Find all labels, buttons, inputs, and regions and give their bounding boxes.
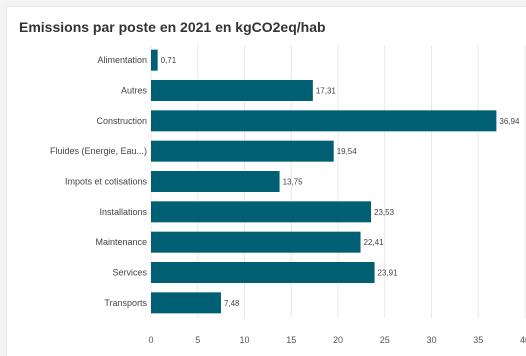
- bar[interactable]: [151, 80, 313, 101]
- category-label: Fluides (Energie, Eau...): [50, 146, 147, 156]
- data-label: 0,71: [161, 56, 177, 65]
- bar[interactable]: [151, 110, 497, 132]
- data-label: 19,54: [337, 147, 358, 156]
- category-label: Maintenance: [95, 237, 147, 247]
- x-tick-label: 25: [380, 335, 390, 345]
- x-tick-label: 30: [426, 335, 436, 345]
- bar[interactable]: [151, 140, 334, 162]
- data-label: 22,41: [364, 238, 385, 247]
- data-label: 23,53: [374, 208, 395, 217]
- chart-title: Emissions par poste en 2021 en kgCO2eq/h…: [19, 19, 326, 35]
- data-label: 13,75: [283, 178, 304, 187]
- x-tick-label: 40: [520, 335, 526, 345]
- bar[interactable]: [151, 49, 158, 71]
- bar[interactable]: [151, 201, 372, 223]
- x-tick-label: 15: [286, 335, 296, 345]
- category-label: Transports: [104, 298, 147, 308]
- data-label: 17,31: [316, 87, 337, 96]
- x-tick-label: 35: [473, 335, 483, 345]
- x-tick-label: 10: [239, 335, 249, 345]
- category-label: Autres: [121, 86, 148, 96]
- bar[interactable]: [151, 171, 280, 192]
- x-tick-label: 5: [195, 335, 200, 345]
- data-label: 36,94: [499, 117, 520, 126]
- x-tick-label: 0: [148, 335, 153, 345]
- category-label: Services: [112, 268, 147, 278]
- category-label: Impots et cotisations: [65, 177, 148, 187]
- bar[interactable]: [151, 262, 375, 283]
- data-label: 23,91: [378, 269, 399, 278]
- category-label: Construction: [96, 116, 147, 126]
- bar[interactable]: [151, 231, 361, 253]
- x-tick-label: 20: [333, 335, 343, 345]
- category-label: Installations: [99, 207, 147, 217]
- bar[interactable]: [151, 292, 221, 314]
- data-label: 7,48: [224, 299, 240, 308]
- category-label: Alimentation: [97, 55, 147, 65]
